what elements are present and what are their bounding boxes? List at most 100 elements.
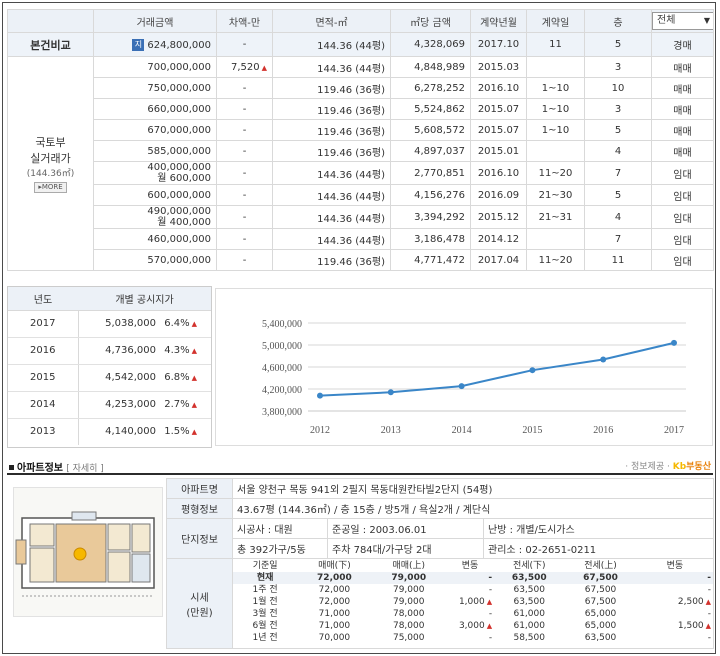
market-sale-change: - (488, 632, 493, 643)
market-sale-change: 3,000 (458, 620, 485, 631)
market-header-sale-low: 매매(下) (318, 560, 351, 571)
x-tick-label: 2013 (381, 425, 401, 436)
row-amount: 660,000,000 (93, 98, 217, 120)
market-jeonse-change: - (707, 632, 712, 643)
row-area: 119.46 (36평) (272, 98, 391, 120)
apt-name: 서울 양천구 목동 941외 2필지 목동대원칸타빌2단지 (54평) (231, 478, 715, 499)
market-price-cell: 기준일 매매(下) 매매(上) 변동 전세(下) 전세(上) 변동 현재 72,… (231, 558, 715, 649)
x-tick-label: 2017 (664, 425, 684, 436)
row-floor: 7 (584, 228, 652, 250)
molit-area: (144.36㎡) (26, 169, 75, 179)
kb-logo-mark: Kb (672, 462, 687, 472)
row-day: 11~20 (526, 161, 585, 185)
row-per-m2: 4,156,276 (390, 184, 471, 206)
row-type: 임대 (651, 228, 714, 250)
market-header-sale-change: 변동 (461, 560, 479, 571)
market-sale-low: 71,000 (318, 608, 351, 619)
market-sale-low: 71,000 (318, 620, 351, 631)
row-type: 매매 (651, 98, 714, 120)
market-row-3m: 3월 전 71,000 78,000 - 61,000 65,000 - (234, 608, 713, 620)
market-jeonse-high: 65,000 (584, 620, 617, 631)
row-diff: - (216, 98, 273, 120)
x-tick-label: 2012 (310, 425, 330, 436)
row-area: 119.46 (36평) (272, 249, 391, 271)
y-tick-label: 3,800,000 (262, 407, 302, 418)
row-floor: 4 (584, 140, 652, 162)
row-amount: 400,000,000 (147, 162, 211, 174)
row-diff: - (216, 140, 273, 162)
row-floor: 3 (584, 98, 652, 120)
bullet-square-icon (9, 465, 14, 470)
table-row: 670,000,000 - 119.46 (36평) 5,608,572 201… (8, 119, 714, 141)
apt-info-section-header: 아파트정보 [ 자세히 ] · 정보제공 · Kb부동산 (7, 459, 713, 475)
table-row: 국토부 실거래가 (144.36㎡) ▸MORE 700,000,000 7,5… (7, 56, 714, 271)
apt-name-row: 아파트명 서울 양천구 목동 941외 2필지 목동대원칸타빌2단지 (54평) (166, 478, 715, 499)
row-diff-cell: 7,520 ▲ (216, 56, 273, 78)
row-per-m2: 4,897,037 (390, 140, 471, 162)
header-contract-day: 계약일 (526, 9, 585, 33)
row-type: 매매 (651, 77, 714, 99)
up-arrow-icon: ▲ (191, 347, 198, 355)
market-jeonse-low: 63,500 (513, 584, 545, 595)
header-filter-cell: 전체 ▼ (651, 9, 714, 33)
row-type: 매매 (651, 119, 714, 141)
row-per-m2: 5,608,572 (390, 119, 471, 141)
header-public-price: 개별 공시지가 (78, 287, 212, 311)
floorplan-drawing (15, 511, 155, 597)
compare-row: 본건비교 지 624,800,000 - 144.36 (44평) 4,328,0… (7, 32, 714, 57)
row-area: 144.36 (44평) (272, 56, 391, 78)
transaction-header-row: 거래금액 차액-만 면적-㎡ ㎡당 금액 계약년월 계약일 층 전체 ▼ (7, 9, 714, 33)
floorplan-image (13, 487, 163, 617)
data-point (529, 367, 536, 374)
price-year: 2013 (8, 418, 79, 445)
row-floor: 10 (584, 77, 652, 99)
table-row: 585,000,000 - 119.46 (36평) 4,897,037 201… (8, 140, 714, 162)
x-tick-label: 2014 (452, 425, 472, 436)
row-floor: 3 (584, 56, 652, 78)
row-floor: 5 (584, 119, 652, 141)
type-filter-select[interactable]: 전체 ▼ (652, 12, 713, 30)
up-arrow-icon: ▲ (191, 428, 198, 437)
row-amount: 585,000,000 (93, 140, 217, 162)
row-type: 매매 (651, 140, 714, 162)
data-point (600, 356, 607, 363)
market-jeonse-high: 67,500 (564, 572, 637, 584)
up-arrow-icon: ▲ (486, 621, 493, 630)
parking: 주차 784대/가구당 2대 (327, 538, 484, 559)
compare-diff: - (216, 32, 273, 57)
complex-label: 단지정보 (166, 518, 233, 559)
compare-per-m2: 4,328,069 (390, 32, 471, 57)
market-sale-change: 1,000 (458, 596, 485, 607)
market-jeonse-high: 63,500 (584, 632, 617, 643)
price-value: 4,140,000 (105, 426, 156, 438)
price-change-pct: 1.5% (164, 426, 190, 438)
row-floor: 11 (584, 249, 652, 271)
row-ym: 2016.10 (470, 77, 527, 99)
y-tick-label: 5,000,000 (262, 341, 302, 352)
public-price-table: 년도 개별 공시지가 2017 5,038,000 6.4% ▲ 2016 4,736,… (8, 287, 212, 445)
up-arrow-icon: ▲ (191, 320, 198, 328)
price-value: 4,736,000 (78, 337, 158, 365)
price-change: 4.3% ▲ (158, 337, 212, 365)
compare-ym: 2017.10 (470, 32, 527, 57)
detail-link[interactable]: [ 자세히 ] (66, 464, 104, 474)
price-change-pct: 2.7% (164, 399, 190, 410)
more-button[interactable]: ▸MORE (34, 182, 67, 193)
row-ym: 2015.07 (470, 98, 527, 120)
up-arrow-icon: ▲ (191, 374, 198, 382)
y-tick-label: 4,600,000 (262, 363, 302, 374)
up-arrow-icon: ▲ (191, 401, 198, 409)
row-per-m2: 4,771,472 (390, 249, 471, 271)
market-sale-high: 79,000 (392, 596, 425, 607)
price-change-pct: 4.3% (164, 345, 190, 356)
complex-row-1: 단지정보 시공사 : 대원 준공일 : 2003.06.01 난방 : 개별/도… (166, 518, 715, 559)
market-sale-high: 78,000 (392, 608, 425, 619)
floorplan-row: 평형정보 43.67평 (144.36㎡) / 층 15층 / 방5개 / 욕실… (166, 498, 715, 519)
compare-label: 본건비교 (7, 32, 94, 57)
row-per-m2: 6,278,252 (390, 77, 471, 99)
row-area: 144.36 (44평) (272, 161, 391, 185)
market-header-jeonse-change: 변동 (666, 560, 684, 571)
market-jeonse-change: 1,500 (677, 620, 704, 631)
market-sale-high: 79,000 (371, 572, 446, 584)
apt-info-title: 아파트정보 (17, 463, 63, 474)
